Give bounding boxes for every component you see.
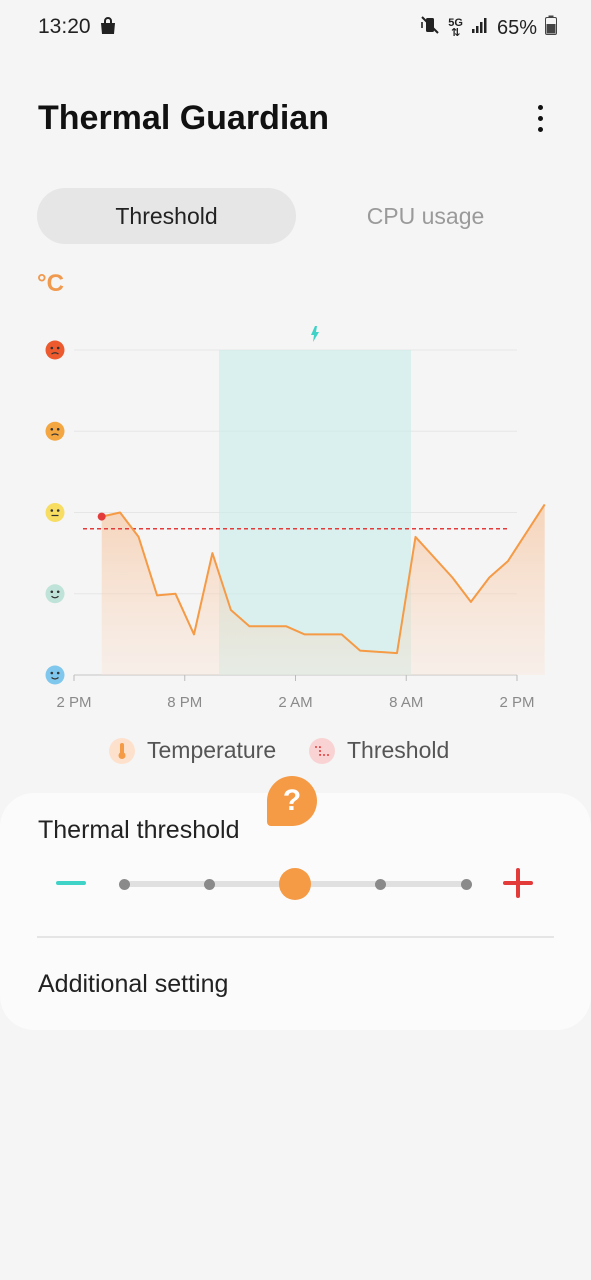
shopping-bag-icon bbox=[98, 16, 118, 41]
status-icons: 5G ⇅ 65% bbox=[420, 15, 557, 41]
lightning-icon bbox=[311, 326, 319, 342]
legend-temperature: Temperature bbox=[109, 737, 276, 764]
chart-unit-label: °C bbox=[37, 270, 64, 297]
slider-thumb[interactable] bbox=[279, 868, 311, 900]
more-vertical-icon bbox=[538, 105, 543, 110]
tab-cpu-usage[interactable]: CPU usage bbox=[366, 202, 485, 229]
status-time: 13:20 bbox=[38, 15, 91, 38]
slider-stop[interactable] bbox=[375, 879, 386, 890]
temperature-chart: 2 PM 8 PM 2 AM 8 AM 2 PM bbox=[0, 310, 591, 730]
divider bbox=[37, 936, 554, 938]
temperature-line bbox=[101, 503, 546, 655]
minus-icon bbox=[56, 881, 86, 885]
threshold-card: Thermal threshold ? Additional setting bbox=[0, 776, 591, 1030]
slider-stop[interactable] bbox=[460, 879, 472, 890]
battery-icon bbox=[545, 15, 557, 41]
thermometer-icon bbox=[109, 737, 135, 764]
slider-stop[interactable] bbox=[118, 879, 130, 890]
tab-bar: Threshold CPU usage bbox=[37, 188, 555, 244]
worried-face-icon bbox=[45, 421, 65, 441]
threshold-slider[interactable] bbox=[118, 867, 472, 901]
current-temperature-point bbox=[97, 512, 106, 521]
network-5g-icon: 5G ⇅ bbox=[448, 17, 463, 39]
tab-threshold[interactable]: Threshold bbox=[37, 188, 296, 244]
cold-face-icon bbox=[45, 665, 65, 685]
chart-legend: Temperature Threshold bbox=[0, 737, 591, 773]
hot-face-icon bbox=[45, 340, 65, 360]
x-tick-label: 8 PM bbox=[167, 694, 202, 711]
help-button[interactable]: ? bbox=[267, 776, 317, 826]
status-bar: 13:20 5G ⇅ 65% bbox=[0, 0, 591, 56]
x-tick-label: 8 AM bbox=[389, 694, 423, 711]
battery-percent: 65% bbox=[496, 16, 537, 39]
chart-svg: 2 PM 8 PM 2 AM 8 AM 2 PM bbox=[45, 326, 546, 711]
charging-highlight bbox=[219, 350, 411, 675]
more-options-button[interactable] bbox=[528, 102, 554, 136]
legend-threshold: Threshold bbox=[309, 737, 449, 764]
relieved-face-icon bbox=[45, 584, 65, 604]
legend-temperature-label: Temperature bbox=[147, 737, 277, 763]
network-label: 5G bbox=[448, 17, 463, 29]
additional-setting-item[interactable]: Additional setting bbox=[38, 970, 229, 998]
help-icon: ? bbox=[282, 784, 302, 817]
slider-stop[interactable] bbox=[204, 879, 215, 890]
legend-threshold-label: Threshold bbox=[347, 737, 450, 763]
x-tick-label: 2 PM bbox=[499, 694, 534, 711]
x-tick-label: 2 PM bbox=[56, 694, 91, 711]
increase-threshold-button[interactable] bbox=[500, 865, 536, 901]
neutral-face-icon bbox=[45, 503, 65, 522]
threshold-step-icon bbox=[309, 737, 335, 764]
mute-vibrate-icon bbox=[420, 15, 440, 41]
thermal-threshold-label: Thermal threshold bbox=[38, 816, 240, 844]
temperature-area bbox=[101, 504, 545, 675]
decrease-threshold-button[interactable] bbox=[52, 866, 92, 900]
signal-icon bbox=[471, 16, 489, 40]
x-tick-label: 2 AM bbox=[278, 694, 312, 711]
page-title: Thermal Guardian bbox=[38, 99, 329, 137]
